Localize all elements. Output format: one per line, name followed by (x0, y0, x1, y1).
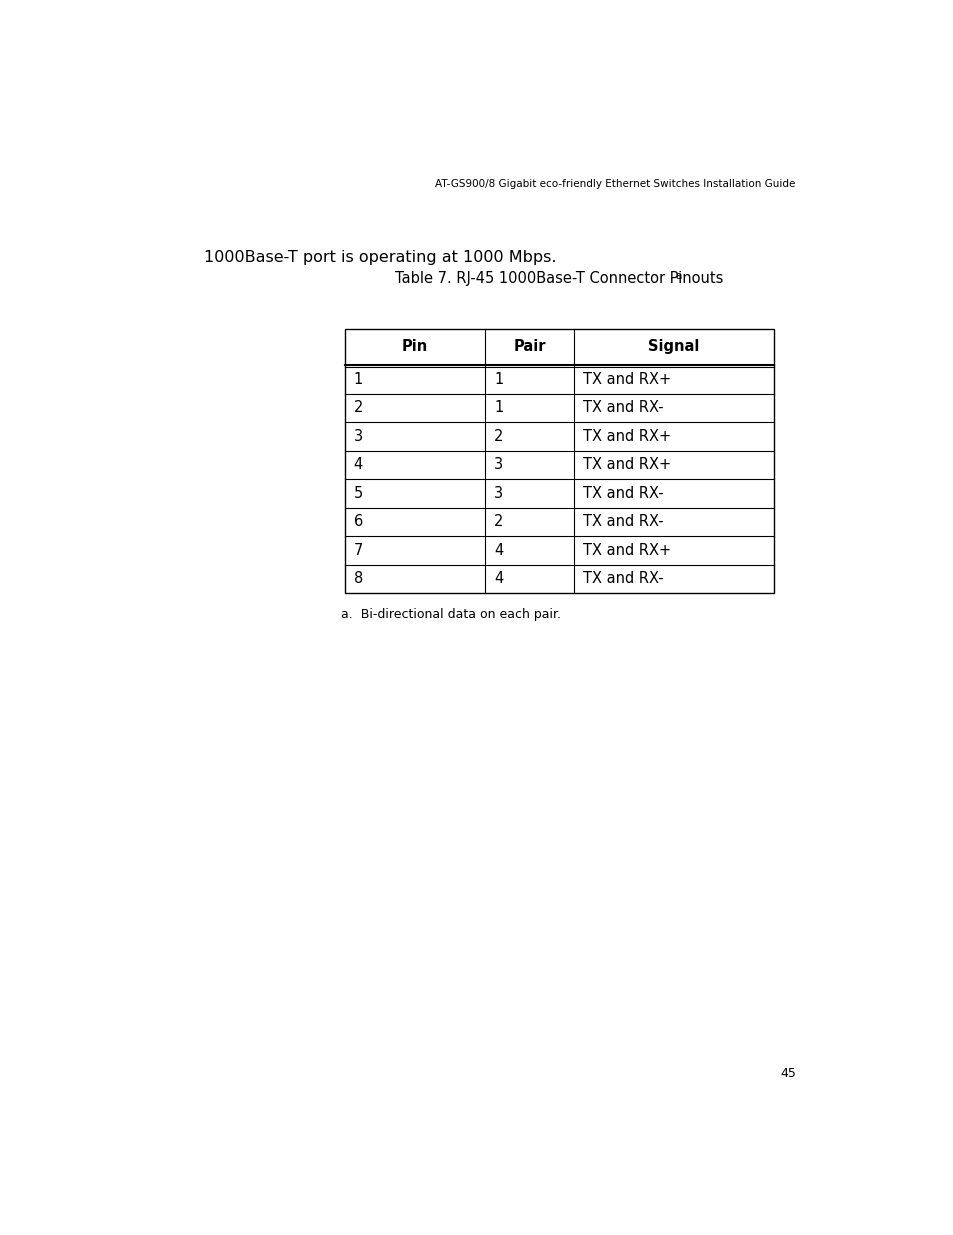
Text: TX and RX-: TX and RX- (582, 572, 662, 587)
Text: TX and RX+: TX and RX+ (582, 543, 670, 558)
Text: 3: 3 (494, 457, 502, 472)
Bar (344, 329, 773, 593)
Text: Table 7. RJ-45 1000Base-T Connector Pinouts: Table 7. RJ-45 1000Base-T Connector Pino… (395, 272, 722, 287)
Text: Signal: Signal (647, 340, 699, 354)
Text: a: a (675, 272, 680, 282)
Text: TX and RX-: TX and RX- (582, 515, 662, 530)
Text: 1: 1 (494, 400, 503, 415)
Text: 45: 45 (779, 1067, 795, 1081)
Text: 6: 6 (354, 515, 362, 530)
Text: TX and RX-: TX and RX- (582, 485, 662, 501)
Text: 3: 3 (494, 485, 502, 501)
Text: 2: 2 (494, 515, 503, 530)
Text: 8: 8 (354, 572, 362, 587)
Text: 3: 3 (354, 429, 362, 443)
Text: TX and RX+: TX and RX+ (582, 429, 670, 443)
Text: 1: 1 (494, 372, 503, 387)
Text: AT-GS900/8 Gigabit eco-friendly Ethernet Switches Installation Guide: AT-GS900/8 Gigabit eco-friendly Ethernet… (435, 179, 795, 189)
Text: 2: 2 (494, 429, 503, 443)
Text: 1000Base-T port is operating at 1000 Mbps.: 1000Base-T port is operating at 1000 Mbp… (204, 249, 557, 266)
Text: Pin: Pin (401, 340, 428, 354)
Text: 7: 7 (354, 543, 363, 558)
Text: 4: 4 (494, 572, 503, 587)
Text: TX and RX+: TX and RX+ (582, 372, 670, 387)
Text: 5: 5 (354, 485, 362, 501)
Text: 1: 1 (354, 372, 362, 387)
Text: 4: 4 (354, 457, 362, 472)
Text: Pair: Pair (513, 340, 545, 354)
Text: TX and RX+: TX and RX+ (582, 457, 670, 472)
Text: TX and RX-: TX and RX- (582, 400, 662, 415)
Text: 2: 2 (354, 400, 363, 415)
Text: 4: 4 (494, 543, 503, 558)
Text: a.  Bi-directional data on each pair.: a. Bi-directional data on each pair. (341, 608, 560, 620)
